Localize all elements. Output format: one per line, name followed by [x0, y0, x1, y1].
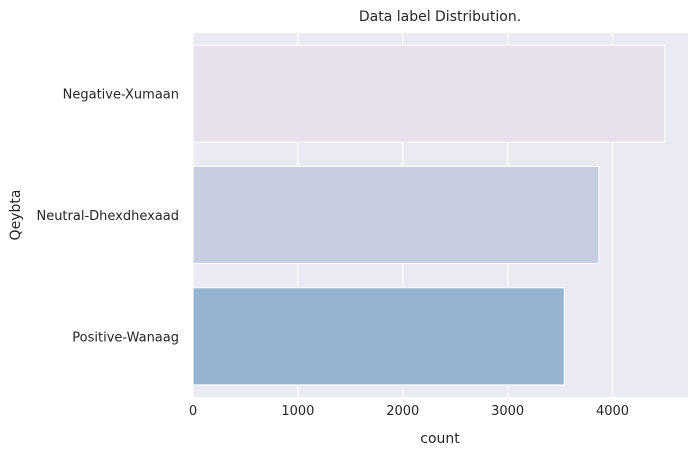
y-tick-label: Positive-Wanaag — [72, 330, 179, 345]
bar — [192, 165, 600, 265]
x-tick-label: 4000 — [596, 404, 629, 419]
bars — [192, 44, 666, 386]
x-tick-label: 2000 — [386, 404, 419, 419]
x-tick-label: 0 — [189, 404, 197, 419]
y-axis-label: Qeybta — [8, 190, 24, 241]
x-tick-label: 3000 — [491, 404, 524, 419]
x-tick-label: 1000 — [281, 404, 314, 419]
y-tick-label: Negative-Xumaan — [63, 88, 179, 103]
chart-title: Data label Distribution. — [359, 9, 521, 25]
x-axis-label: count — [420, 431, 460, 447]
bar — [192, 287, 565, 386]
bar — [192, 44, 666, 143]
y-tick-label: Neutral-Dhexdhexaad — [36, 209, 179, 224]
tick-labels: 0 1000 2000 3000 4000 Negative-Xumaan Neutral-… — [36, 88, 629, 419]
